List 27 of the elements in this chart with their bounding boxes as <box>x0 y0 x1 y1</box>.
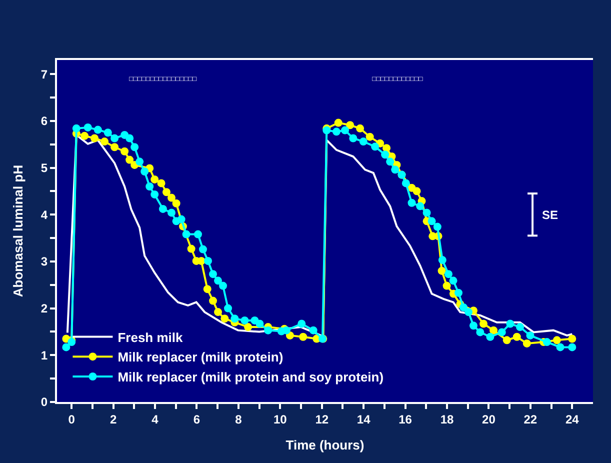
legend-label: Milk replacer (milk protein and soy protein) <box>118 370 384 385</box>
x-axis-title: Time (hours) <box>286 438 364 452</box>
x-tick-label: 10 <box>273 412 288 426</box>
x-tick-label: 0 <box>68 412 76 426</box>
x-tick-label: 14 <box>356 412 371 426</box>
y-tick-label: 5 <box>40 160 48 175</box>
y-tick-label: 1 <box>40 348 48 362</box>
x-tick-label: 6 <box>193 412 200 426</box>
x-tick-label: 16 <box>398 412 412 426</box>
x-tick-label: 22 <box>524 412 538 426</box>
y-tick-label: 4 <box>40 208 48 222</box>
y-tick-label: 6 <box>40 114 48 128</box>
y-tick-label: 3 <box>40 254 48 269</box>
x-tick-label: 18 <box>440 412 454 426</box>
x-tick-label: 24 <box>565 412 580 426</box>
legend-label: Milk replacer (milk protein) <box>118 350 284 365</box>
y-tick-label: 0 <box>40 395 48 410</box>
x-tick-label: 20 <box>482 412 496 426</box>
y-tick-label: 7 <box>40 67 48 82</box>
y-axis-title: Abomasal luminal pH <box>10 164 26 298</box>
x-tick-label: 8 <box>235 412 242 426</box>
annotation: SE <box>542 208 558 222</box>
x-tick-label: 4 <box>152 412 159 426</box>
x-tick-label: 12 <box>315 412 329 426</box>
legend-label: Fresh milk <box>118 330 184 345</box>
y-tick-label: 2 <box>40 302 48 316</box>
x-tick-label: 2 <box>110 412 117 426</box>
